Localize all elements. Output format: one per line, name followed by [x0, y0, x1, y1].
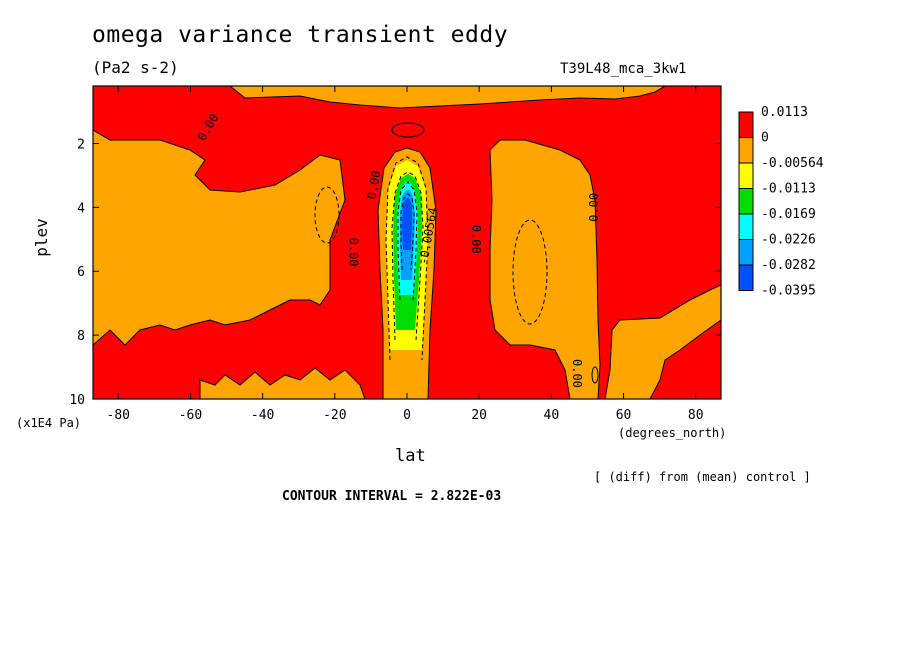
contour-label: 0.00: [587, 193, 601, 222]
diff-note: [ (diff) from (mean) control ]: [594, 470, 811, 484]
y-ticks: 2 4 6 8 10: [69, 137, 721, 408]
x-tick-label: -60: [179, 408, 202, 423]
contour-label: 0.00: [365, 169, 384, 200]
legend-swatch: [738, 213, 754, 240]
legend-swatch: [738, 137, 754, 164]
x-tick-label: 40: [544, 408, 560, 423]
x-tick-label: 0: [403, 408, 411, 423]
chart-units: (Pa2 s-2): [92, 58, 179, 77]
chart-title: omega variance transient eddy: [92, 22, 509, 48]
legend-swatch: [738, 264, 754, 291]
y-axis-units: (x1E4 Pa): [16, 416, 82, 430]
positive-contour-top: [391, 122, 425, 138]
region-blue: [402, 198, 412, 250]
region-orange-far-east: [604, 284, 721, 399]
region-orange-top: [229, 86, 666, 109]
filled-contours: [93, 86, 721, 399]
legend-label: -0.0113: [761, 182, 816, 197]
legend-swatch: [738, 239, 754, 266]
legend-label: 0: [761, 131, 769, 146]
region-orange-west: [93, 129, 346, 346]
contour-label: 0.00: [469, 225, 483, 254]
positive-contour-east: [591, 366, 599, 384]
x-tick-label: -80: [107, 408, 130, 423]
run-label: T39L48_mca_3kw1: [560, 61, 687, 77]
contour-interval: CONTOUR INTERVAL = 2.822E-03: [282, 489, 502, 504]
legend-label: -0.00564: [761, 156, 824, 171]
x-axis-label: lat: [395, 446, 426, 466]
y-tick-label: 8: [77, 329, 85, 344]
legend-swatch: [738, 162, 754, 189]
legend-swatch: [738, 111, 754, 138]
legend-label: -0.0282: [761, 258, 816, 273]
region-orange-lower-left: [199, 367, 366, 399]
x-tick-label: -20: [323, 408, 346, 423]
x-tick-label: 20: [471, 408, 487, 423]
contour-label: 0.00: [346, 238, 360, 267]
y-tick-label: 6: [77, 265, 85, 280]
x-axis-units: (degrees_north): [618, 426, 727, 440]
x-tick-label: -40: [251, 408, 274, 423]
y-tick-label: 4: [77, 201, 85, 216]
legend-label: 0.0113: [761, 105, 808, 120]
contour-label: 0.00: [570, 359, 584, 388]
color-legend: 0.0113 0 -0.00564 -0.0113 -0.0169 -0.0226 -0.0…: [738, 105, 824, 299]
x-ticks: -80 -60 -40 -20 0 20 40 60 80: [107, 86, 704, 423]
y-tick-label: 2: [77, 137, 85, 152]
legend-label: -0.0395: [761, 284, 816, 299]
legend-swatch: [738, 188, 754, 215]
x-tick-label: 80: [688, 408, 704, 423]
negative-contours: [314, 156, 548, 361]
legend-label: -0.0169: [761, 207, 816, 222]
y-tick-label: 10: [69, 393, 85, 408]
x-tick-label: 60: [616, 408, 632, 423]
region-orange-east: [489, 139, 601, 399]
legend-label: -0.0226: [761, 233, 816, 248]
